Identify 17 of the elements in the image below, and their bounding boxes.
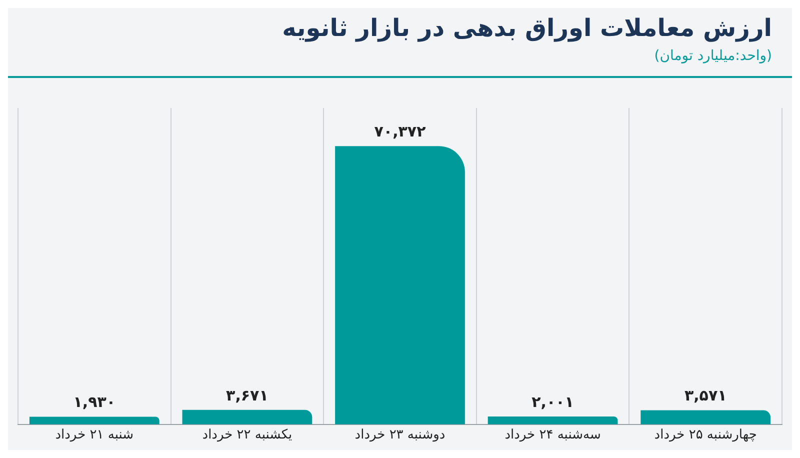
bar bbox=[488, 416, 618, 424]
bar bbox=[182, 410, 312, 424]
bar bbox=[29, 416, 160, 424]
data-label: ۳,۶۷۱ bbox=[226, 386, 268, 404]
data-label: ۲,۰۰۱ bbox=[532, 392, 574, 411]
x-tick-label: سه‌شنبه ۲۴ خرداد bbox=[504, 428, 601, 443]
chart-title: ارزش معاملات اوراق بدهی در بازار ثانویه bbox=[281, 14, 772, 42]
x-tick-label: شنبه ۲۱ خرداد bbox=[55, 428, 134, 443]
data-label: ۱,۹۳۰ bbox=[73, 393, 116, 412]
data-label: ۳,۵۷۱ bbox=[684, 386, 727, 405]
x-tick-label: چهارشنبه ۲۵ خرداد bbox=[654, 428, 757, 443]
bar bbox=[335, 146, 465, 424]
chart-subtitle: (واحد:میلیارد تومان) bbox=[653, 48, 772, 64]
x-tick-label: دوشنبه ۲۳ خرداد bbox=[354, 428, 446, 443]
x-tick-label: یکشنبه ۲۲ خرداد bbox=[202, 428, 292, 443]
bar bbox=[640, 410, 771, 424]
data-label: ۷۰,۳۷۲ bbox=[374, 122, 426, 140]
